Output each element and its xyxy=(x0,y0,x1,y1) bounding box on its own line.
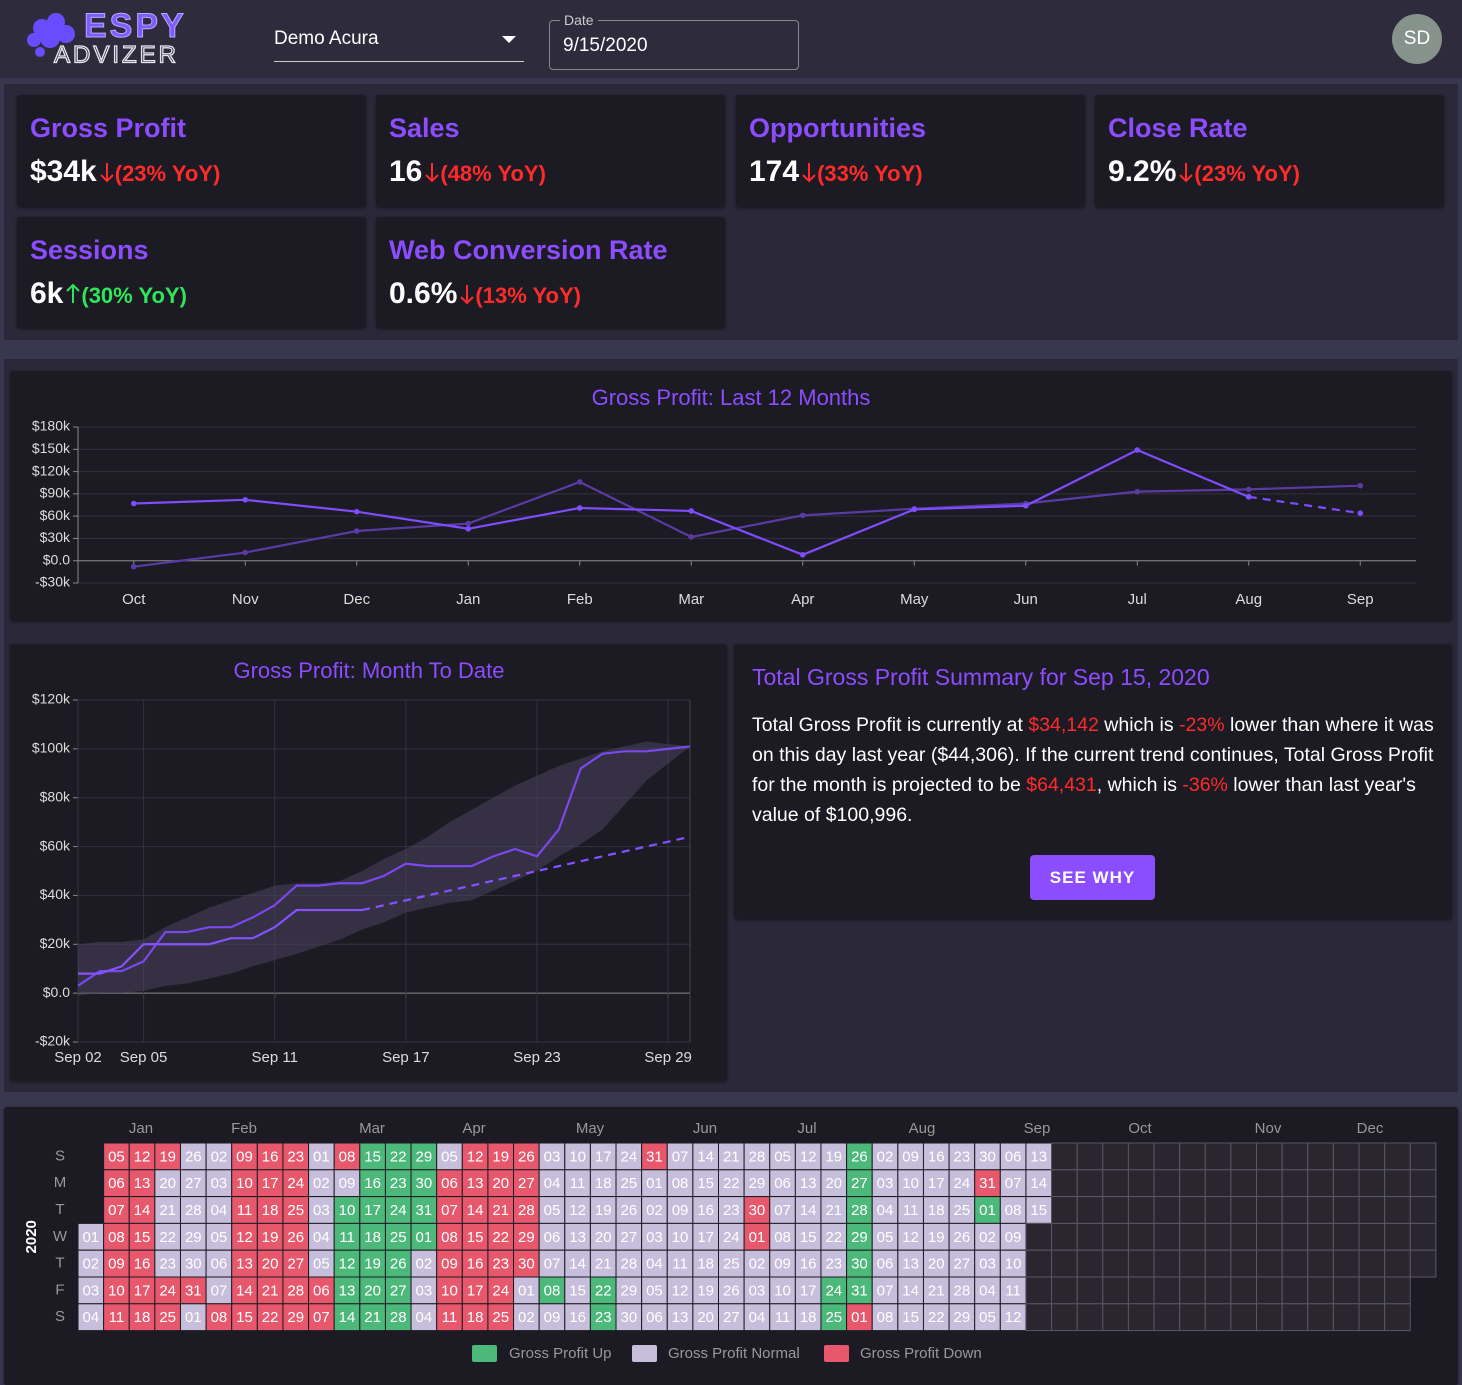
kpi-arrow-down xyxy=(802,163,816,183)
highlight-value: $34,142 xyxy=(1028,714,1099,736)
chart-card xyxy=(10,371,1452,621)
kpi-change: (30% YoY) xyxy=(81,283,187,308)
logo[interactable]: ESPY ADVIZER xyxy=(18,6,218,72)
kpi-card: Web Conversion Rate 0.6% (13% YoY) xyxy=(376,217,725,328)
dealer-name: Demo Acura xyxy=(274,28,379,49)
kpi-card: Sales 16 (48% YoY) xyxy=(376,95,725,207)
kpi-line: 6k (30% YoY) xyxy=(30,277,187,311)
kpi-change: (23% YoY) xyxy=(114,161,221,186)
kpi-value: 16 xyxy=(389,155,423,188)
highlight-value: -23% xyxy=(1179,714,1225,736)
summary-segment: , which is xyxy=(1096,774,1183,796)
kpi-change: (48% YoY) xyxy=(440,161,546,186)
see-why-button[interactable]: SEE WHY xyxy=(1030,855,1155,900)
kpi-value: 174 xyxy=(749,155,800,188)
kpi-title: Close Rate xyxy=(1108,113,1248,143)
summary-segment: Total Gross Profit is currently at xyxy=(752,714,1029,736)
kpi-card: Gross Profit $34k (23% YoY) xyxy=(17,95,366,207)
date-field[interactable]: Date 9/15/2020 xyxy=(549,12,799,70)
calendar-card xyxy=(4,1107,1458,1385)
kpi-arrow-up xyxy=(66,283,81,303)
dropdown-arrow xyxy=(502,36,516,43)
date-label: Date xyxy=(560,12,598,28)
kpi-line: 9.2% (23% YoY) xyxy=(1108,155,1300,189)
kpi-line: $34k (23% YoY) xyxy=(30,155,220,189)
kpi-value: 9.2% xyxy=(1108,155,1177,188)
summary-segment: which is xyxy=(1098,714,1180,736)
kpi-line: 0.6% (13% YoY) xyxy=(389,277,581,311)
header: ESPY ADVIZER Demo Acura Date 9/15/2020 S… xyxy=(0,0,1462,78)
kpi-title: Sessions xyxy=(30,235,149,265)
kpi-change: (23% YoY) xyxy=(1194,161,1300,186)
kpi-value: $34k xyxy=(30,155,97,188)
kpi-line: 174 (33% YoY) xyxy=(749,155,923,189)
summary-segment: lower than last year's value of $100,996… xyxy=(752,774,1416,826)
kpi-line: 16 (48% YoY) xyxy=(389,155,546,189)
kpi-arrow-down xyxy=(460,285,475,305)
kpi-arrow-down xyxy=(100,163,114,183)
kpi-card: Sessions 6k (30% YoY) xyxy=(17,217,366,328)
summary-text: Total Gross Profit is currently at $34,1… xyxy=(752,710,1442,830)
kpi-title: Opportunities xyxy=(749,113,926,143)
kpi-card: Opportunities 174 (33% YoY) xyxy=(736,95,1085,207)
kpi-change: (13% YoY) xyxy=(475,283,581,308)
summary-segment: lower than where it was on this day last… xyxy=(752,714,1434,796)
kpi-arrow-down xyxy=(1179,163,1194,183)
kpi-value: 0.6% xyxy=(389,277,458,310)
kpi-arrow-down xyxy=(425,163,440,183)
logo-top: ESPY xyxy=(84,7,187,45)
dealer-select[interactable]: Demo Acura xyxy=(274,28,524,62)
kpi-change: (33% YoY) xyxy=(817,161,923,186)
kpi-title: Gross Profit xyxy=(30,113,187,143)
kpi-title: Web Conversion Rate xyxy=(389,235,668,265)
highlight-value: -36% xyxy=(1182,774,1228,796)
summary-title: Total Gross Profit Summary for Sep 15, 2… xyxy=(752,664,1210,690)
highlight-value: $64,431 xyxy=(1026,774,1097,796)
kpi-value: 6k xyxy=(30,277,64,310)
date-value: 9/15/2020 xyxy=(563,35,648,56)
kpi-card: Close Rate 9.2% (23% YoY) xyxy=(1095,95,1444,207)
avatar[interactable]: SD xyxy=(1392,14,1442,64)
chart-card xyxy=(10,644,727,1081)
kpi-title: Sales xyxy=(389,113,460,143)
logo-bottom: ADVIZER xyxy=(54,41,179,68)
